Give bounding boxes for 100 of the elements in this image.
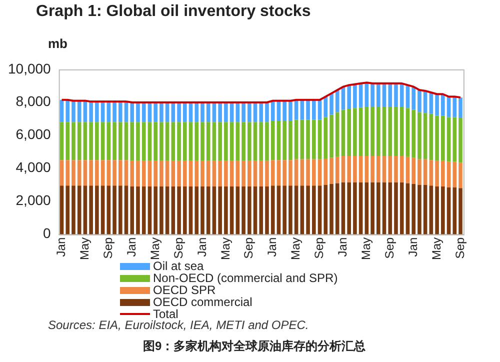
bar [394,182,398,234]
bar [400,156,404,182]
bar [236,122,240,161]
bar [288,100,292,121]
bar [136,102,140,122]
bar [194,160,199,186]
bar [294,159,298,186]
bar [423,159,428,185]
x-tick-label: Sep [242,237,256,259]
x-tick-label: May [288,237,303,260]
bar [60,160,64,186]
bar [218,102,222,122]
bar [95,160,99,186]
bar [112,122,116,160]
bar [429,114,434,160]
bar [171,160,176,186]
bar [353,156,357,182]
legend-label: OECD commercial [153,295,252,309]
bar [452,96,457,118]
bar [452,117,457,162]
bar [142,160,146,186]
bar [376,182,380,234]
bar [418,90,422,112]
bar [130,122,134,161]
bar [106,160,111,186]
bar [306,159,310,186]
bar [312,159,316,186]
bar [142,102,146,122]
bar [218,122,222,161]
bar [83,160,88,186]
bar [212,160,216,186]
bar [77,122,82,160]
bar [148,122,152,161]
bar [206,186,210,234]
bar [177,102,181,122]
x-tick-label: Jan [406,237,420,257]
bar [330,93,334,115]
bar [347,182,351,234]
bar [370,182,374,234]
bar [224,160,228,186]
bar [218,186,222,234]
bar [118,160,122,186]
bar [66,122,70,160]
bar [347,85,351,109]
bar [418,112,422,160]
y-tick-label: 2,000 [16,192,52,208]
bar [324,117,328,158]
bar [242,186,246,234]
bar [276,160,281,186]
bar [406,183,410,234]
x-tick-label: May [78,237,92,260]
bar [324,184,328,234]
bar [230,186,234,234]
bar [130,160,134,186]
bar [435,186,439,234]
bar [224,122,228,161]
bar [376,156,380,182]
bar [330,158,334,184]
bar [376,83,380,107]
bar [388,83,392,107]
bar [353,108,357,156]
bar [282,100,286,121]
bar [118,122,122,160]
bar [312,100,316,120]
bar [318,120,322,160]
bar [441,160,445,186]
bar [270,160,275,186]
bar [306,186,310,234]
bar [206,102,210,122]
bar [400,83,404,107]
bar [253,186,258,234]
bar [429,186,434,234]
bar [247,122,252,161]
bar [294,120,298,160]
bar [458,188,462,234]
bar [435,116,439,161]
bar [66,160,70,186]
y-tick-label: 0 [43,225,52,242]
bar [95,102,99,122]
bar [206,122,210,161]
legend-label: Non-OECD (commercial and SPR) [153,271,338,285]
legend-label: OECD SPR [153,283,216,297]
bar [446,162,451,188]
bar [364,156,369,182]
bar [394,83,398,107]
bar [182,186,187,234]
bar [265,160,269,186]
bar [282,186,286,234]
bar [294,186,298,234]
bar [388,182,392,234]
bar [100,186,105,234]
legend-label: Oil at sea [153,259,204,273]
bar [458,118,462,163]
bar [142,122,146,161]
bar [382,182,386,234]
y-tick-label: 6,000 [16,126,52,142]
bar [412,86,416,110]
x-tick-label: Sep [382,237,396,259]
bar [242,160,246,186]
bar [95,122,99,160]
